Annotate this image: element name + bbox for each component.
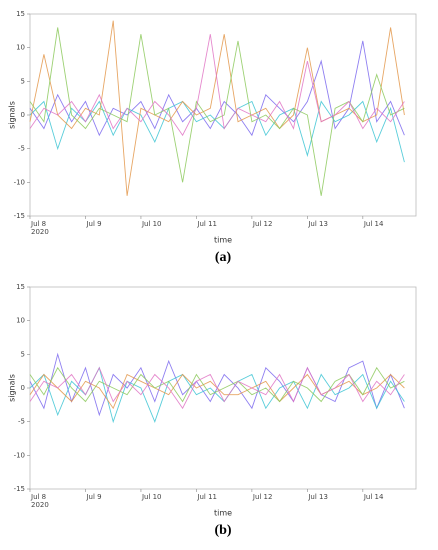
- x-year-label: 2020: [31, 501, 49, 509]
- y-tick-label: 10: [16, 317, 25, 325]
- signal-line: [29, 20, 405, 196]
- x-tick-label: Jul 9: [85, 493, 101, 501]
- y-tick-label: -5: [18, 418, 25, 426]
- x-tick-label: Jul 10: [141, 220, 162, 228]
- y-tick-label: 5: [21, 77, 25, 85]
- x-tick-label: Jul 8: [30, 493, 46, 501]
- x-year-label: 2020: [31, 228, 49, 236]
- x-tick-label: Jul 13: [307, 493, 328, 501]
- y-tick-label: -5: [18, 145, 25, 153]
- signal-line: [29, 352, 405, 417]
- x-axis-label: time: [214, 236, 232, 245]
- y-tick-label: -10: [14, 451, 25, 459]
- x-tick-label: Jul 9: [85, 220, 101, 228]
- caption: (b): [214, 523, 231, 538]
- signal-line: [29, 366, 405, 410]
- y-axis-label: signals: [8, 101, 17, 129]
- signal-line: [29, 100, 405, 163]
- x-tick-label: Jul 12: [252, 220, 273, 228]
- y-tick-label: 15: [16, 10, 25, 18]
- signal-line: [29, 27, 405, 196]
- y-axis-label: signals: [8, 374, 17, 402]
- x-axis-label: time: [214, 509, 232, 518]
- x-tick-label: Jul 8: [30, 220, 46, 228]
- signal-line: [29, 34, 405, 137]
- y-tick-label: 10: [16, 44, 25, 52]
- x-tick-label: Jul 13: [307, 220, 328, 228]
- y-tick-label: -15: [14, 485, 25, 493]
- x-tick-label: Jul 12: [252, 493, 273, 501]
- x-tick-label: Jul 11: [196, 493, 217, 501]
- y-tick-label: 0: [21, 111, 25, 119]
- caption: (a): [215, 250, 232, 265]
- x-tick-label: Jul 14: [363, 493, 384, 501]
- x-tick-label: Jul 11: [196, 220, 217, 228]
- y-tick-label: 0: [21, 384, 25, 392]
- y-tick-label: 5: [21, 350, 25, 358]
- signal-line: [29, 366, 405, 403]
- y-tick-label: -15: [14, 212, 25, 220]
- x-tick-label: Jul 14: [363, 220, 384, 228]
- x-tick-label: Jul 10: [141, 493, 162, 501]
- y-tick-label: 15: [16, 283, 25, 291]
- y-tick-label: -10: [14, 178, 25, 186]
- signal-line: [29, 366, 405, 424]
